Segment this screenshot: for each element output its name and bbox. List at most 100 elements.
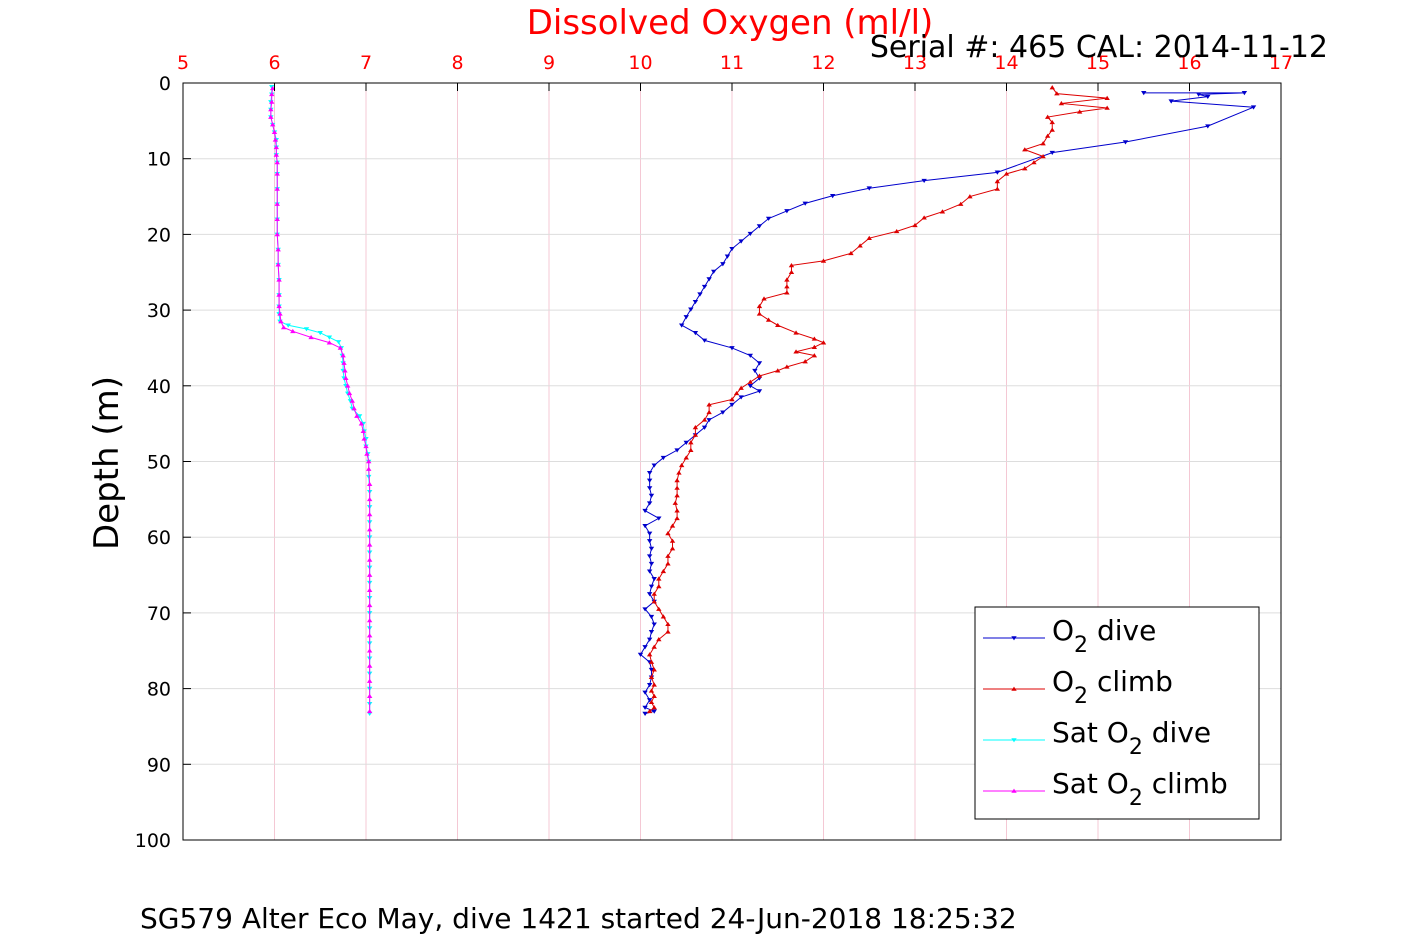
x-tick-label: 7 <box>360 52 372 74</box>
data-point <box>701 417 708 422</box>
data-point <box>648 561 655 567</box>
data-point <box>706 409 712 415</box>
data-point <box>272 137 279 142</box>
y-tick-label: 10 <box>147 149 171 171</box>
data-point <box>788 269 795 275</box>
x-tick-label: 14 <box>994 52 1018 74</box>
data-point <box>756 311 763 316</box>
data-point <box>866 235 872 240</box>
data-point <box>692 432 699 437</box>
x-tick-label: 16 <box>1177 52 1201 74</box>
data-point <box>349 398 355 403</box>
data-point <box>366 459 372 464</box>
data-point <box>1205 94 1211 100</box>
legend-entry: O2 dive <box>983 614 1156 658</box>
data-point <box>269 99 275 104</box>
data-point <box>1104 105 1110 110</box>
data-point <box>366 678 373 683</box>
data-point <box>366 466 372 471</box>
data-point <box>276 292 282 297</box>
data-point <box>729 246 735 252</box>
y-tick-label: 100 <box>135 830 171 852</box>
data-point <box>1040 141 1046 146</box>
data-point <box>1003 171 1010 176</box>
data-point <box>720 410 726 415</box>
plot-series <box>268 84 1257 716</box>
x-tick-label: 5 <box>177 52 189 74</box>
data-point <box>678 323 685 328</box>
x-tick-label: 9 <box>543 52 555 74</box>
data-point <box>921 215 927 220</box>
data-point <box>829 193 836 199</box>
x-tick-label: 13 <box>903 52 927 74</box>
data-point <box>646 569 653 574</box>
data-point <box>1195 92 1202 97</box>
data-point <box>793 330 799 335</box>
legend-label: O2 dive <box>1052 614 1156 658</box>
chart-title: Dissolved Oxygen (ml/l) <box>527 3 934 43</box>
data-point <box>738 395 744 400</box>
data-point <box>358 421 365 426</box>
data-point <box>1168 99 1174 104</box>
data-point <box>706 402 712 407</box>
data-point <box>921 178 927 184</box>
data-point <box>277 311 283 316</box>
data-point <box>1122 140 1129 145</box>
data-point <box>275 262 281 267</box>
data-point <box>642 508 648 514</box>
data-point <box>958 201 964 206</box>
data-point <box>366 496 373 502</box>
data-point <box>273 144 280 150</box>
data-point <box>651 705 657 710</box>
data-point <box>692 331 699 336</box>
data-point <box>688 447 694 452</box>
data-point <box>775 368 781 373</box>
data-point <box>646 652 653 657</box>
x-tick-label: 10 <box>628 52 652 74</box>
data-point <box>747 231 753 237</box>
data-point <box>274 201 280 206</box>
data-point <box>276 277 282 282</box>
y-axis-label: Depth (m) <box>87 376 127 550</box>
y-tick-label: 70 <box>147 603 171 625</box>
data-point <box>648 674 655 680</box>
data-point <box>646 486 653 491</box>
data-point <box>756 224 763 229</box>
data-point <box>784 364 790 369</box>
axis-ticks: 5 6 7 8 9 10 11 12 13 14 15 16 17 0 10 20 30 40 50 60 70 80 90… <box>135 52 1293 852</box>
data-point <box>341 360 347 365</box>
legend-box <box>974 606 1260 820</box>
data-point <box>820 340 827 345</box>
data-point <box>648 630 655 635</box>
data-point <box>651 693 657 698</box>
legend-entry: Sat O2 dive <box>983 716 1211 760</box>
data-point <box>642 705 648 710</box>
data-point <box>994 186 1001 191</box>
data-point <box>688 440 694 445</box>
data-point <box>729 402 735 408</box>
data-point <box>683 455 689 460</box>
data-point <box>1022 147 1028 152</box>
data-point <box>1049 119 1055 125</box>
data-point <box>642 524 648 529</box>
data-point <box>756 303 763 309</box>
data-point <box>656 576 662 581</box>
data-point <box>651 599 657 604</box>
data-point <box>720 262 726 267</box>
y-tick-label: 0 <box>159 73 171 95</box>
data-point <box>366 481 373 487</box>
legend-swatch-marker <box>1011 686 1017 691</box>
data-point <box>361 436 367 441</box>
data-point <box>701 284 708 290</box>
data-point <box>669 523 676 528</box>
data-point <box>765 317 772 322</box>
data-point <box>276 303 282 309</box>
data-point <box>669 546 676 551</box>
data-point <box>665 629 671 634</box>
data-point <box>642 690 648 695</box>
data-point <box>343 375 349 381</box>
data-point <box>366 633 373 638</box>
series-0 <box>637 91 1257 716</box>
data-point <box>326 335 333 340</box>
